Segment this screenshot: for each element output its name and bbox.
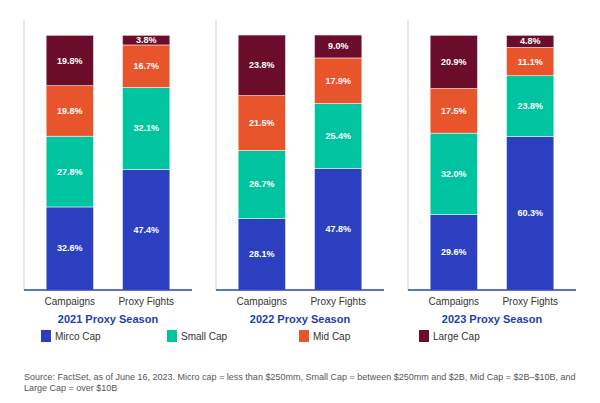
data-labels: 28.1% 26.7% 21.5% 23.8% 47.8% 25.4% 17.9% 9.0% (249, 41, 351, 259)
legend-label: Small Cap (181, 331, 228, 342)
bar-segment (123, 169, 170, 290)
bar-segment (507, 76, 554, 137)
bar-segment (507, 136, 554, 290)
data-label: 3.8% (136, 35, 157, 45)
x-axis-label: 2023 Proxy Season (442, 313, 543, 325)
bar-segment (123, 88, 170, 170)
data-label: 9.0% (328, 41, 349, 51)
data-label: 11.1% (518, 57, 543, 67)
x-tick-label: Campaigns (45, 296, 96, 307)
data-label: 4.8% (520, 36, 541, 46)
data-label: 25.4% (325, 131, 351, 141)
bar-segment (507, 35, 554, 47)
x-axis-line (216, 289, 384, 291)
data-label: 27.8% (57, 167, 83, 177)
bar-segment (430, 133, 477, 215)
bar-segment (315, 168, 362, 290)
bar-segment (238, 150, 285, 218)
bar-segment (46, 207, 93, 290)
bar-segment (430, 89, 477, 134)
bar-segment (238, 35, 285, 96)
bars (46, 35, 170, 290)
data-label: 20.9% (441, 57, 467, 67)
data-labels: 29.6% 32.0% 17.5% 20.9% 60.3% 23.8% 11.1% 4.8% (441, 36, 543, 257)
bar-segment (315, 104, 362, 169)
bar-segment (315, 58, 362, 104)
x-axis-label: 2021 Proxy Season (58, 313, 159, 325)
legend: Mirco Cap Small Cap Mid Cap Large Cap (41, 330, 480, 342)
bar-segment (430, 35, 477, 88)
bar-segment (507, 48, 554, 76)
data-label: 19.8% (57, 106, 83, 116)
data-label: 32.1% (133, 123, 159, 133)
data-label: 47.4% (133, 225, 159, 235)
bars (238, 35, 362, 290)
x-axis-line (408, 289, 576, 291)
data-label: 17.5% (441, 106, 467, 116)
legend-swatch (419, 330, 429, 342)
data-label: 28.1% (249, 249, 275, 259)
legend-swatch (167, 330, 177, 342)
data-label: 23.8% (249, 60, 275, 70)
legend-label: Mid Cap (313, 331, 351, 342)
legend-swatch (299, 330, 309, 342)
x-tick-label: Campaigns (237, 296, 288, 307)
bar-segment (430, 215, 477, 290)
data-label: 19.8% (57, 56, 83, 66)
bar-segment (123, 35, 170, 45)
y-axis-line (408, 20, 409, 290)
bar-segment (46, 136, 93, 207)
x-tick-label: Campaigns (429, 296, 480, 307)
data-label: 29.6% (441, 247, 467, 257)
footnote: Source: FactSet, as of June 16, 2023. Mi… (24, 372, 580, 394)
y-axis-line (216, 20, 217, 290)
bar-segment (238, 96, 285, 151)
data-label: 26.7% (249, 179, 275, 189)
x-axis-line (24, 289, 192, 291)
bars (430, 35, 554, 290)
x-axis-label: 2022 Proxy Season (250, 313, 351, 325)
y-axis-line (24, 20, 25, 290)
bar-segment (46, 35, 93, 85)
x-tick-label: Proxy Fights (118, 296, 174, 307)
bar-segment (123, 45, 170, 88)
data-label: 32.0% (441, 169, 467, 179)
data-label: 23.8% (517, 101, 543, 111)
data-label: 17.9% (325, 76, 351, 86)
data-label: 32.6% (57, 243, 83, 253)
x-tick-label: Proxy Fights (502, 296, 558, 307)
data-labels: 32.6% 27.8% 19.8% 19.8% 47.4% 32.1% 16.7% 3.8% (57, 35, 159, 253)
bar-segment (315, 35, 362, 58)
bar-segment (238, 218, 285, 290)
bar-segment (46, 86, 93, 136)
data-label: 21.5% (249, 118, 275, 128)
data-label: 47.8% (325, 224, 351, 234)
data-label: 16.7% (133, 61, 159, 71)
chart: 32.6% 27.8% 19.8% 19.8% 47.4% 32.1% 16.7% 3.8% C… (0, 0, 600, 403)
legend-swatch (41, 330, 51, 342)
legend-label: Mirco Cap (55, 331, 101, 342)
data-label: 60.3% (517, 208, 543, 218)
x-tick-label: Proxy Fights (310, 296, 366, 307)
annotation: Source: FactSet, as of June 16, 2023. Mi… (24, 372, 580, 394)
legend-label: Large Cap (433, 331, 480, 342)
